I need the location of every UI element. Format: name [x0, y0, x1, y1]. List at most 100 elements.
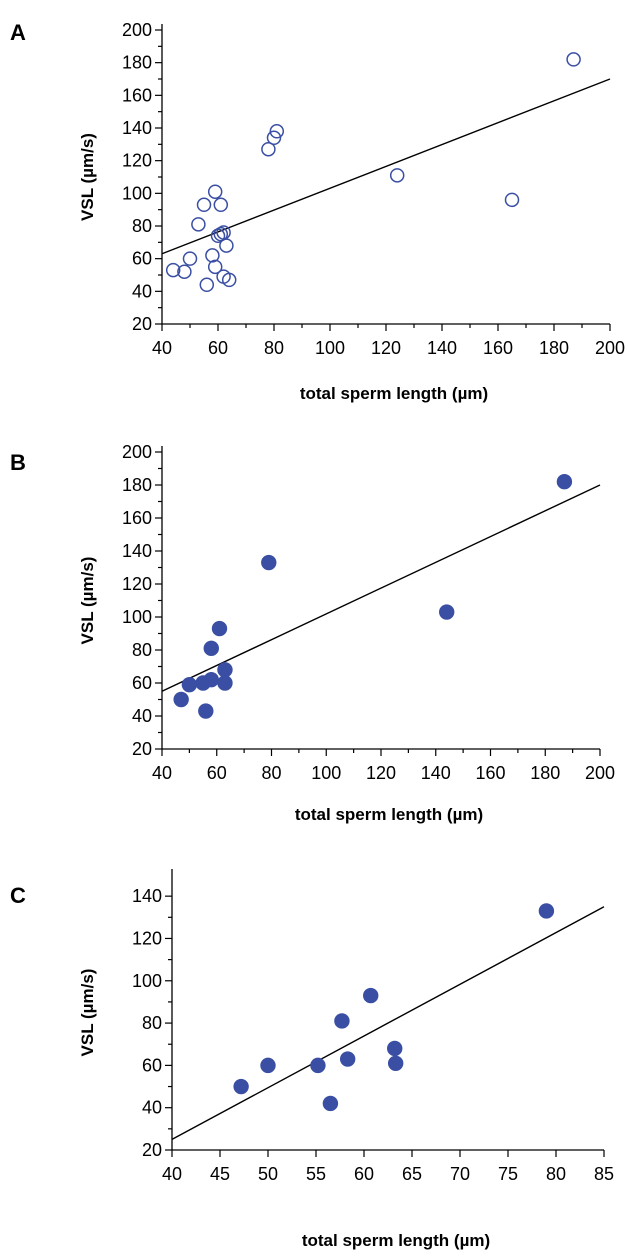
data-point	[191, 217, 206, 232]
y-tick-label: 160	[122, 508, 152, 528]
x-tick-label: 55	[306, 1164, 326, 1184]
x-tick-label: 70	[450, 1164, 470, 1184]
y-tick-label: 100	[122, 607, 152, 627]
x-axis-title: total sperm length (µm)	[300, 384, 488, 403]
x-tick-label: 200	[595, 338, 625, 358]
y-tick-label: 140	[122, 541, 152, 561]
y-tick-label: 60	[142, 1055, 162, 1075]
x-tick-label: 40	[152, 338, 172, 358]
data-point	[217, 662, 233, 678]
y-tick-label: 120	[132, 928, 162, 948]
regression-line	[161, 78, 611, 255]
y-tick-label: 40	[142, 1098, 162, 1118]
y-tick-label: 180	[122, 475, 152, 495]
data-point	[556, 474, 573, 490]
x-tick-label: 180	[539, 338, 569, 358]
x-tick-label: 80	[546, 1164, 566, 1184]
y-tick-label: 200	[122, 442, 152, 462]
x-tick-label: 200	[585, 763, 615, 783]
data-point	[198, 703, 214, 719]
data-point	[221, 272, 237, 288]
data-point	[387, 1055, 404, 1071]
y-axis-title: VSL (µm/s)	[78, 557, 97, 645]
x-tick-label: 160	[475, 763, 505, 783]
data-point	[334, 1013, 350, 1029]
data-point	[260, 1057, 276, 1074]
x-tick-label: 40	[152, 763, 172, 783]
data-point	[266, 130, 282, 146]
x-tick-label: 120	[371, 338, 401, 358]
x-tick-label: 140	[427, 338, 457, 358]
y-tick-label: 20	[142, 1140, 162, 1160]
x-tick-label: 60	[207, 763, 227, 783]
x-tick-label: 60	[354, 1164, 374, 1184]
data-point	[196, 197, 212, 213]
data-point	[322, 1095, 339, 1112]
y-tick-label: 160	[122, 85, 152, 105]
x-axis-title: total sperm length (µm)	[302, 1231, 490, 1250]
data-point	[173, 691, 189, 708]
x-tick-label: 80	[261, 763, 281, 783]
panel-letter: C	[10, 883, 26, 908]
y-tick-label: 100	[122, 183, 152, 203]
data-point	[387, 1040, 403, 1057]
x-tick-label: 100	[311, 763, 341, 783]
data-point	[207, 259, 223, 275]
y-tick-label: 80	[132, 640, 152, 660]
data-point	[261, 554, 277, 571]
y-tick-label: 140	[132, 886, 162, 906]
data-point	[213, 226, 229, 242]
y-axis-title: VSL (µm/s)	[78, 133, 97, 221]
data-point	[182, 251, 198, 266]
x-tick-label: 160	[483, 338, 513, 358]
data-point	[363, 987, 379, 1004]
y-tick-label: 120	[122, 151, 152, 171]
x-tick-label: 120	[366, 763, 396, 783]
data-point	[217, 675, 233, 691]
y-tick-label: 120	[122, 574, 152, 594]
x-tick-label: 100	[315, 338, 345, 358]
data-point	[389, 168, 405, 183]
y-tick-label: 80	[142, 1013, 162, 1033]
x-tick-label: 80	[264, 338, 284, 358]
y-tick-label: 20	[132, 739, 152, 759]
data-point	[205, 248, 220, 263]
regression-line	[171, 906, 605, 1141]
y-tick-label: 140	[122, 118, 152, 138]
x-tick-label: 85	[594, 1164, 614, 1184]
y-tick-label: 40	[132, 281, 152, 301]
x-tick-label: 45	[210, 1164, 230, 1184]
x-tick-label: 65	[402, 1164, 422, 1184]
x-tick-label: 75	[498, 1164, 518, 1184]
data-point	[207, 184, 223, 199]
data-point	[213, 197, 229, 213]
data-point	[211, 620, 228, 637]
x-tick-label: 140	[421, 763, 451, 783]
x-tick-label: 60	[208, 338, 228, 358]
x-tick-label: 50	[258, 1164, 278, 1184]
data-point	[199, 277, 215, 293]
data-point	[261, 141, 276, 157]
data-point	[566, 52, 581, 67]
data-point	[310, 1057, 326, 1074]
y-tick-label: 20	[132, 314, 152, 334]
y-axis-title: VSL (µm/s)	[78, 969, 97, 1057]
y-tick-label: 180	[122, 53, 152, 73]
x-tick-label: 180	[530, 763, 560, 783]
data-point	[165, 262, 181, 278]
y-tick-label: 60	[132, 673, 152, 693]
data-point	[339, 1051, 356, 1067]
panel-letter: B	[10, 450, 26, 475]
x-axis-title: total sperm length (µm)	[295, 805, 483, 824]
data-point	[203, 672, 219, 688]
y-tick-label: 80	[132, 216, 152, 236]
y-tick-label: 100	[132, 971, 162, 991]
y-tick-label: 40	[132, 706, 152, 726]
data-point	[538, 903, 555, 919]
y-tick-label: 60	[132, 249, 152, 269]
y-tick-label: 200	[122, 20, 152, 40]
